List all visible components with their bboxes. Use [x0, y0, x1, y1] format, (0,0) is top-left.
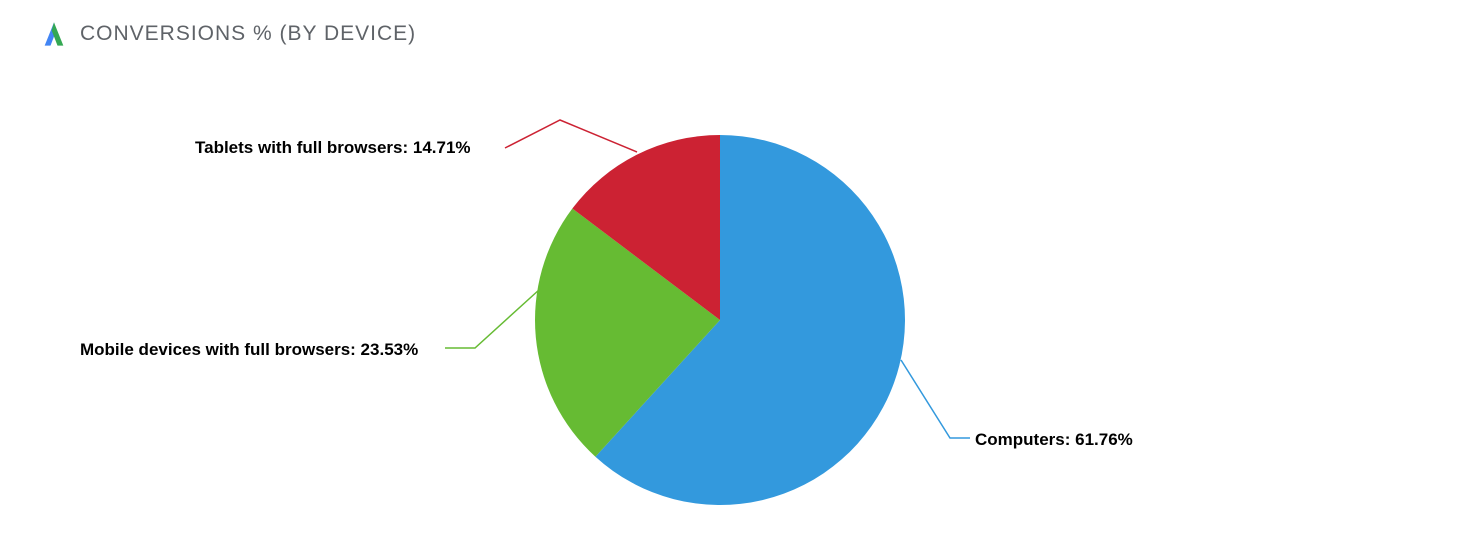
chart-header: CONVERSIONS % (BY DEVICE): [0, 0, 1471, 48]
adwords-logo-icon: [40, 20, 68, 48]
slice-label: Mobile devices with full browsers: 23.53…: [80, 340, 418, 360]
leader-line: [901, 360, 970, 438]
pie-chart: [0, 60, 1471, 550]
pie-chart-container: Computers: 61.76% Mobile devices with ful…: [0, 60, 1471, 550]
slice-label: Computers: 61.76%: [975, 430, 1133, 450]
leader-line: [505, 120, 637, 152]
slice-label: Tablets with full browsers: 14.71%: [195, 138, 471, 158]
chart-title: CONVERSIONS % (BY DEVICE): [80, 22, 416, 46]
leader-line: [445, 289, 540, 348]
